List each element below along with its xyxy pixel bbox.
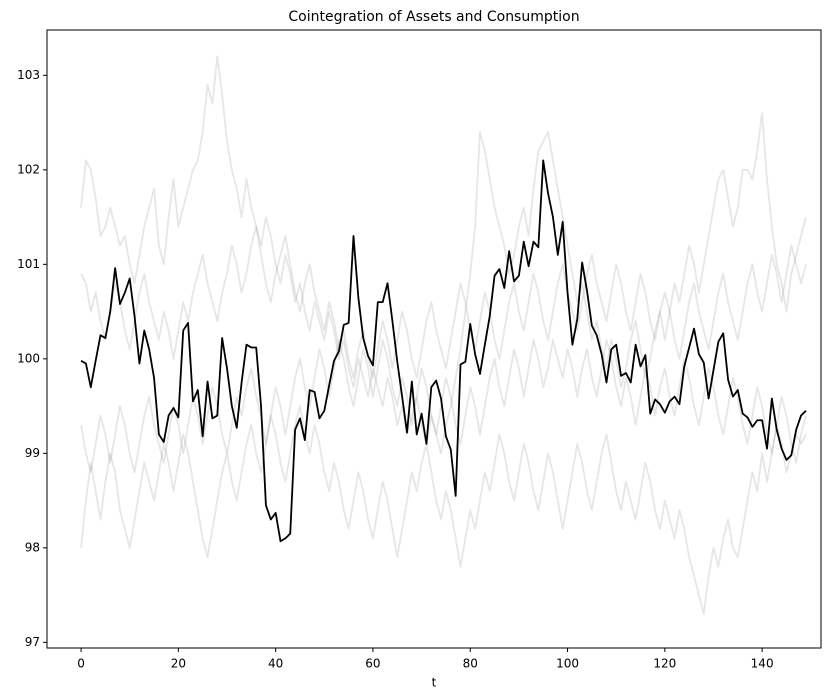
series-line — [80, 225, 807, 379]
y-tick-label: 99 — [25, 446, 40, 460]
x-tick-label: 40 — [268, 657, 283, 671]
x-tick-label: 100 — [556, 657, 579, 671]
x-axis-label: t — [432, 676, 437, 690]
y-tick-label: 103 — [17, 68, 40, 82]
y-tick-label: 98 — [25, 540, 40, 554]
x-tick-label: 20 — [171, 657, 186, 671]
series-line — [80, 55, 807, 455]
x-tick-label: 0 — [77, 657, 85, 671]
plot-frame — [46, 29, 822, 649]
y-tick-label: 100 — [17, 351, 40, 365]
y-tick-label: 97 — [25, 635, 40, 649]
x-tick-label: 60 — [365, 657, 380, 671]
x-tick-label: 120 — [653, 657, 676, 671]
x-tick-label: 140 — [751, 657, 774, 671]
y-tick-label: 101 — [17, 257, 40, 271]
y-tick-label: 102 — [17, 162, 40, 176]
series-line — [80, 405, 807, 615]
chart-title: Cointegration of Assets and Consumption — [288, 9, 579, 25]
x-tick-label: 80 — [463, 657, 478, 671]
series-line — [80, 159, 807, 543]
